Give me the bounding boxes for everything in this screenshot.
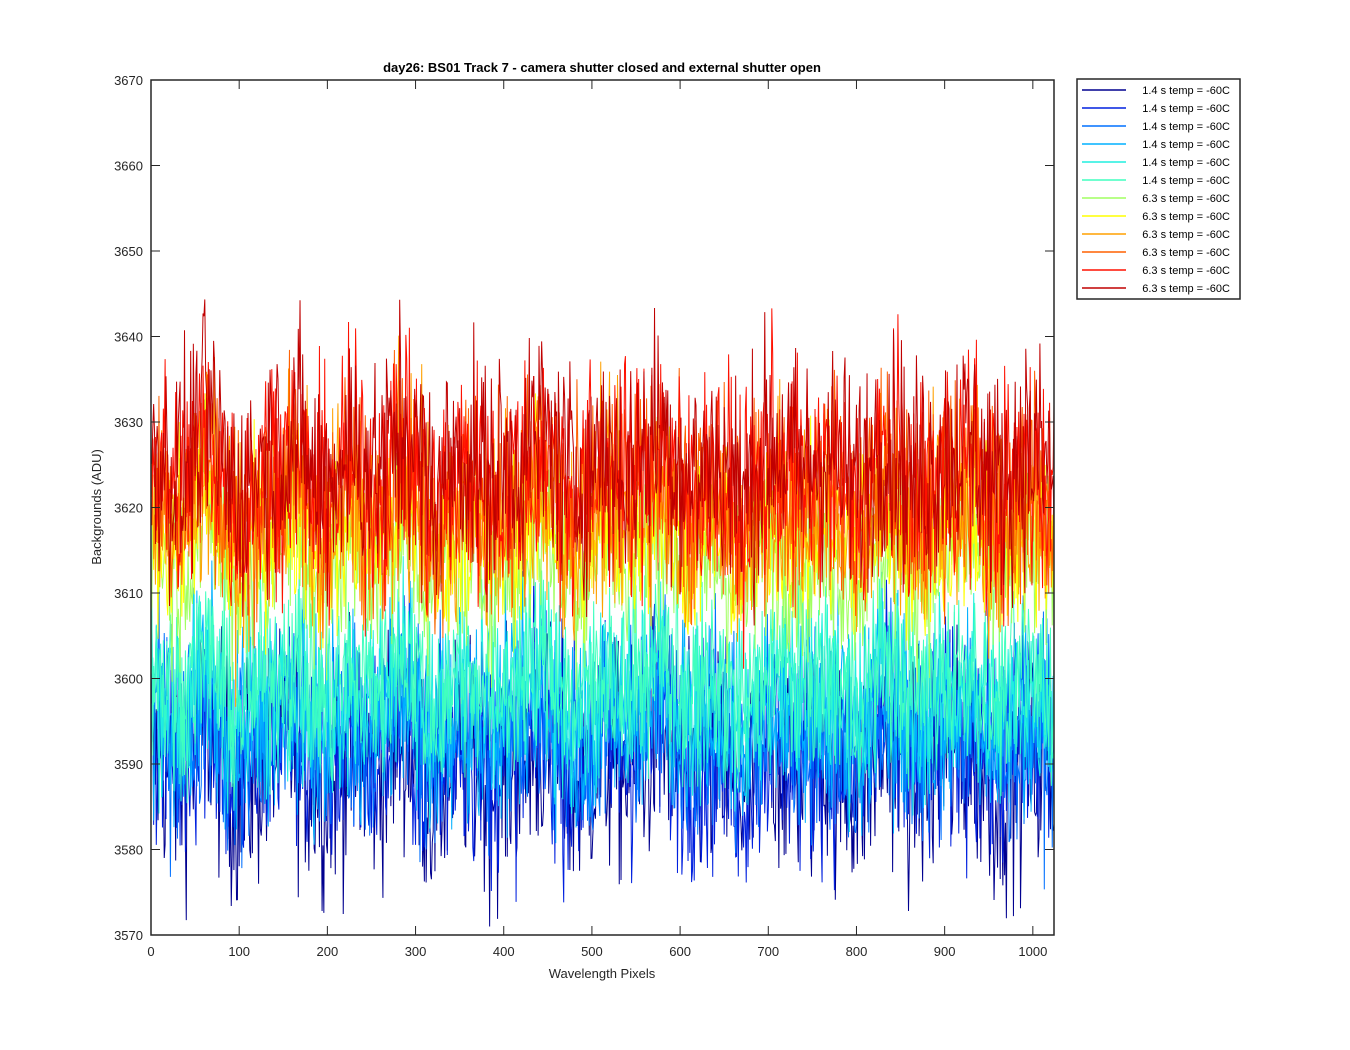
legend-label: 1.4 s temp = -60C: [1142, 121, 1230, 133]
y-tick-label: 3630: [114, 415, 143, 430]
x-tick-label: 0: [147, 944, 154, 959]
x-axis-label: Wavelength Pixels: [549, 966, 656, 981]
x-tick-label: 700: [757, 944, 779, 959]
x-tick-label: 400: [493, 944, 515, 959]
legend-label: 1.4 s temp = -60C: [1142, 85, 1230, 97]
legend-label: 1.4 s temp = -60C: [1142, 139, 1230, 151]
x-tick-label: 300: [405, 944, 427, 959]
y-tick-label: 3600: [114, 672, 143, 687]
series-layer: [151, 299, 1054, 927]
series-line: [151, 558, 1054, 811]
legend-label: 1.4 s temp = -60C: [1142, 157, 1230, 169]
legend-label: 6.3 s temp = -60C: [1142, 211, 1230, 223]
legend-label: 1.4 s temp = -60C: [1142, 175, 1230, 187]
y-tick-label: 3590: [114, 757, 143, 772]
y-tick-label: 3640: [114, 330, 143, 345]
legend-label: 6.3 s temp = -60C: [1142, 247, 1230, 259]
x-tick-label: 900: [934, 944, 956, 959]
legend-box: [1076, 78, 1241, 300]
y-tick-label: 3570: [114, 928, 143, 943]
y-tick-label: 3610: [114, 586, 143, 601]
y-axis: 3570 3580 3590 3600 3610 3620 3630 3640 3650 3660…: [114, 73, 1054, 943]
legend: 1.4 s temp = -60C 1.4 s temp = -60C 1.4 s …: [1076, 78, 1241, 300]
y-tick-label: 3650: [114, 244, 143, 259]
legend-label: 6.3 s temp = -60C: [1142, 265, 1230, 277]
x-tick-label: 200: [317, 944, 339, 959]
series-line: [151, 556, 1054, 832]
x-tick-label: 500: [581, 944, 603, 959]
y-tick-label: 3620: [114, 501, 143, 516]
y-tick-label: 3670: [114, 73, 143, 88]
chart-title: day26: BS01 Track 7 - camera shutter clo…: [383, 60, 821, 75]
y-tick-label: 3580: [114, 843, 143, 858]
y-tick-label: 3660: [114, 159, 143, 174]
x-axis: 0 100 200 300 400 500 600 700 800 900 1000: [147, 80, 1047, 959]
x-tick-label: 800: [846, 944, 868, 959]
x-tick-label: 100: [228, 944, 250, 959]
series-line: [151, 299, 1054, 626]
legend-label: 6.3 s temp = -60C: [1142, 229, 1230, 241]
x-tick-label: 1000: [1018, 944, 1047, 959]
y-axis-label: Backgrounds (ADU): [89, 449, 104, 565]
legend-label: 1.4 s temp = -60C: [1142, 103, 1230, 115]
legend-label: 6.3 s temp = -60C: [1142, 193, 1230, 205]
x-tick-label: 600: [669, 944, 691, 959]
legend-label: 6.3 s temp = -60C: [1142, 283, 1230, 295]
